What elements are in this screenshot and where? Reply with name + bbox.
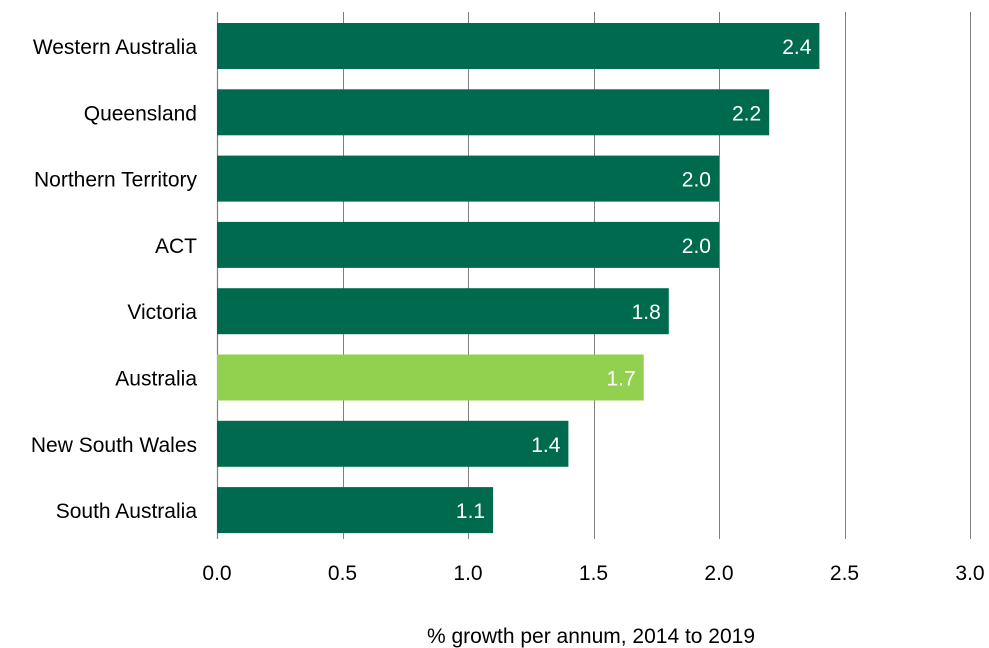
x-tick-label: 1.0: [453, 562, 482, 585]
x-tick-label: 0.5: [328, 562, 357, 585]
data-label: 2.0: [682, 235, 711, 258]
category-labels: Western Australia Queensland Northern Terr…: [31, 36, 198, 523]
bar-queensland: [217, 89, 770, 136]
x-tick-labels: 0.0 0.5 1.0 1.5 2.0 2.5 3.0: [202, 562, 984, 585]
data-label: 1.7: [606, 368, 635, 391]
bar-new-south-wales: [217, 420, 569, 467]
data-label: 2.4: [782, 36, 812, 59]
category-label: New South Wales: [31, 434, 197, 457]
category-label: Australia: [115, 368, 197, 391]
x-tick-label: 0.0: [202, 562, 231, 585]
category-label: South Australia: [56, 500, 198, 523]
bar-northern-territory: [217, 155, 719, 202]
bar-act: [217, 221, 719, 268]
category-label: Western Australia: [33, 36, 198, 59]
x-axis-title: % growth per annum, 2014 to 2019: [427, 625, 755, 648]
data-label: 2.0: [682, 169, 711, 192]
data-label: 2.2: [732, 102, 761, 125]
bar-victoria: [217, 288, 669, 335]
bar-western-australia: [217, 23, 820, 69]
category-label: Queensland: [84, 102, 197, 125]
data-labels: 2.4 2.2 2.0 2.0 1.8 1.7 1.4 1.1: [456, 36, 812, 523]
x-tick-label: 1.5: [579, 562, 608, 585]
bar-south-australia: [217, 487, 494, 534]
category-label: Northern Territory: [34, 169, 197, 192]
x-tick-label: 2.5: [830, 562, 859, 585]
data-label: 1.1: [456, 500, 485, 523]
data-label: 1.8: [632, 301, 661, 324]
bar-australia: [217, 354, 644, 401]
x-tick-label: 2.0: [704, 562, 733, 585]
category-label: Victoria: [127, 301, 197, 324]
category-label: ACT: [155, 235, 197, 258]
data-label: 1.4: [531, 434, 561, 457]
x-tick-label: 3.0: [955, 562, 984, 585]
bars: [217, 23, 820, 534]
